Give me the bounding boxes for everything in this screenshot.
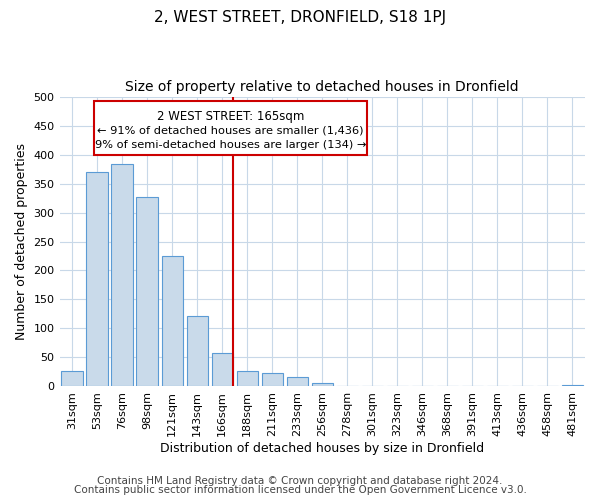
X-axis label: Distribution of detached houses by size in Dronfield: Distribution of detached houses by size … bbox=[160, 442, 484, 455]
Title: Size of property relative to detached houses in Dronfield: Size of property relative to detached ho… bbox=[125, 80, 519, 94]
Bar bbox=[212, 353, 233, 386]
Bar bbox=[187, 316, 208, 386]
Text: Contains public sector information licensed under the Open Government Licence v3: Contains public sector information licen… bbox=[74, 485, 526, 495]
Y-axis label: Number of detached properties: Number of detached properties bbox=[15, 143, 28, 340]
Text: 2, WEST STREET, DRONFIELD, S18 1PJ: 2, WEST STREET, DRONFIELD, S18 1PJ bbox=[154, 10, 446, 25]
Bar bbox=[112, 164, 133, 386]
Text: 9% of semi-detached houses are larger (134) →: 9% of semi-detached houses are larger (1… bbox=[95, 140, 366, 150]
FancyBboxPatch shape bbox=[94, 101, 367, 154]
Text: Contains HM Land Registry data © Crown copyright and database right 2024.: Contains HM Land Registry data © Crown c… bbox=[97, 476, 503, 486]
Bar bbox=[61, 371, 83, 386]
Bar bbox=[86, 172, 108, 386]
Text: ← 91% of detached houses are smaller (1,436): ← 91% of detached houses are smaller (1,… bbox=[97, 126, 364, 136]
Bar bbox=[136, 197, 158, 386]
Bar bbox=[311, 383, 333, 386]
Bar bbox=[236, 371, 258, 386]
Text: 2 WEST STREET: 165sqm: 2 WEST STREET: 165sqm bbox=[157, 110, 304, 122]
Bar bbox=[562, 384, 583, 386]
Bar bbox=[262, 373, 283, 386]
Bar bbox=[287, 376, 308, 386]
Bar bbox=[161, 256, 183, 386]
